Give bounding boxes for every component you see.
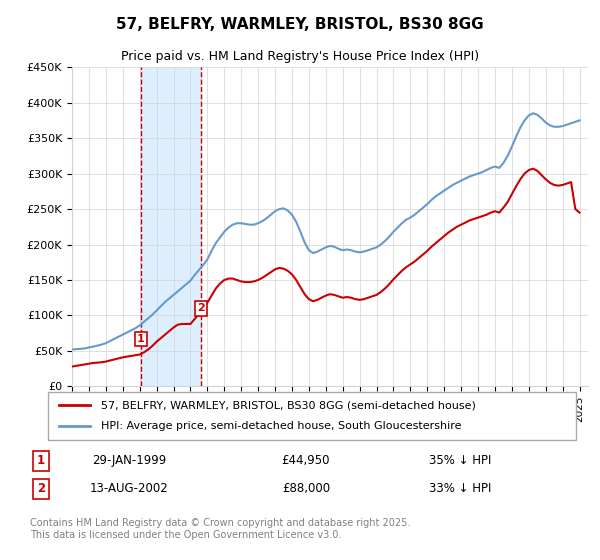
- Text: 57, BELFRY, WARMLEY, BRISTOL, BS30 8GG (semi-detached house): 57, BELFRY, WARMLEY, BRISTOL, BS30 8GG (…: [101, 400, 476, 410]
- Text: 1: 1: [37, 454, 45, 467]
- Text: 33% ↓ HPI: 33% ↓ HPI: [430, 482, 492, 495]
- Text: 35% ↓ HPI: 35% ↓ HPI: [430, 454, 492, 467]
- FancyBboxPatch shape: [48, 392, 576, 440]
- Text: 29-JAN-1999: 29-JAN-1999: [92, 454, 166, 467]
- Bar: [141, 67, 201, 386]
- Text: 1: 1: [137, 334, 145, 344]
- Text: 2: 2: [37, 482, 45, 495]
- Text: Contains HM Land Registry data © Crown copyright and database right 2025.
This d: Contains HM Land Registry data © Crown c…: [30, 518, 410, 540]
- Text: HPI: Average price, semi-detached house, South Gloucestershire: HPI: Average price, semi-detached house,…: [101, 421, 461, 431]
- Text: £88,000: £88,000: [282, 482, 330, 495]
- Text: 13-AUG-2002: 13-AUG-2002: [90, 482, 169, 495]
- Text: Price paid vs. HM Land Registry's House Price Index (HPI): Price paid vs. HM Land Registry's House …: [121, 50, 479, 63]
- Text: 2: 2: [197, 304, 205, 314]
- Text: £44,950: £44,950: [282, 454, 330, 467]
- Text: 57, BELFRY, WARMLEY, BRISTOL, BS30 8GG: 57, BELFRY, WARMLEY, BRISTOL, BS30 8GG: [116, 17, 484, 32]
